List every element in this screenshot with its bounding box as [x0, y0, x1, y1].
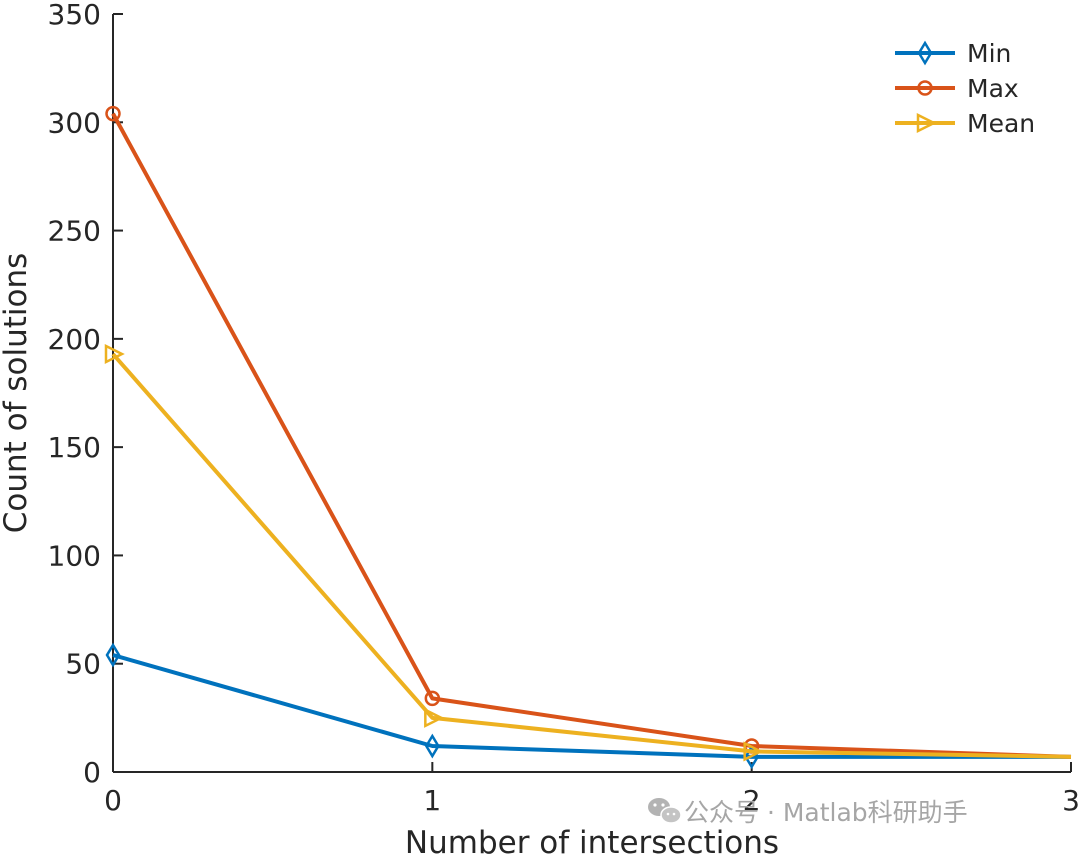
- x-ticks: 0 1 2 3: [104, 762, 1080, 817]
- series-line-min: [112, 653, 1071, 759]
- data-point-mean: [424, 707, 445, 728]
- data-point-mean: [104, 343, 125, 365]
- legend-label: Mean: [967, 109, 1035, 138]
- series-layer: [104, 105, 1072, 770]
- legend-item-mean: Mean: [895, 109, 1035, 138]
- y-axis-title: Count of solutions: [0, 253, 34, 534]
- x-tick-label: 0: [104, 784, 122, 817]
- watermark-text: 公众号 · Matlab科研助手: [684, 798, 968, 827]
- y-tick-label: 250: [48, 215, 101, 248]
- y-tick-label: 50: [65, 648, 101, 681]
- legend-item-max: Max: [895, 74, 1019, 103]
- y-tick-label: 100: [48, 539, 101, 572]
- legend-label: Max: [967, 74, 1019, 103]
- data-point-min: [105, 642, 121, 668]
- y-tick-label: 300: [48, 106, 101, 139]
- data-point-max: [424, 690, 441, 707]
- legend-label: Min: [967, 39, 1011, 68]
- data-point-max: [105, 105, 121, 122]
- y-tick-label: 0: [83, 756, 101, 789]
- x-axis-title: Number of intersections: [405, 825, 779, 857]
- legend-marker: [917, 80, 933, 96]
- x-tick-label: 1: [423, 784, 441, 817]
- legend-marker: [916, 112, 937, 134]
- series-min: [105, 642, 1071, 770]
- y-tick-label: 350: [48, 0, 101, 31]
- data-point-min: [424, 733, 440, 759]
- series-line-mean: [111, 352, 1072, 759]
- watermark: 公众号 · Matlab科研助手: [648, 798, 968, 827]
- y-tick-label: 150: [48, 431, 101, 464]
- y-tick-label: 200: [48, 323, 101, 356]
- y-ticks: 0 50 100 150 200 250 300 350: [48, 0, 123, 789]
- x-tick-label: 3: [1062, 784, 1080, 817]
- wechat-icon: [648, 798, 682, 824]
- data-point-mean: [743, 741, 764, 762]
- legend-item-min: Min: [895, 39, 1011, 68]
- series-mean: [104, 343, 1072, 762]
- legend-marker: [917, 40, 933, 66]
- series-max: [105, 105, 1072, 759]
- series-line-max: [111, 112, 1072, 759]
- x-tick-label: 2: [743, 784, 761, 817]
- legend: Min Max Mean: [895, 39, 1035, 138]
